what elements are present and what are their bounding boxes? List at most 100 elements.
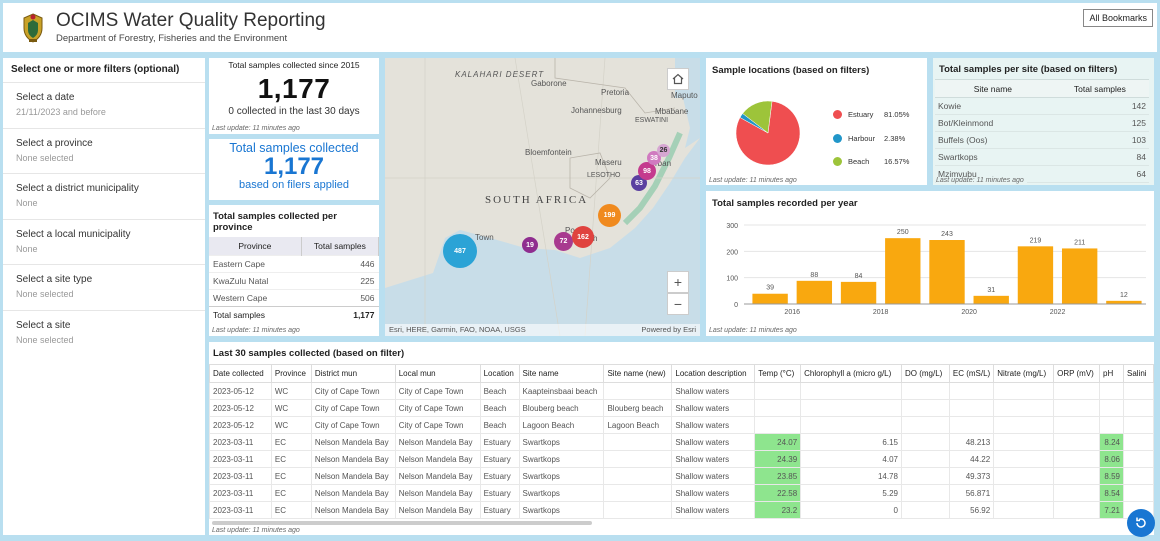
table-row[interactable]: 2023-05-12 WC City of Cape Town City of Cap… [209, 399, 1154, 417]
table-row[interactable]: 2023-03-11 EC Nelson Mandela Bay Nelson Man… [209, 450, 1154, 468]
bar-2021[interactable] [1017, 246, 1054, 304]
cell [1122, 484, 1154, 502]
table-row[interactable]: Swartkops 84 [935, 148, 1149, 166]
cell: WC [270, 382, 312, 400]
table-row[interactable]: 2023-03-11 EC Nelson Mandela Bay Nelson Man… [209, 501, 1154, 519]
bar-data-label: 219 [1030, 237, 1042, 244]
table-row[interactable]: 2023-03-11 EC Nelson Mandela Bay Nelson Man… [209, 433, 1154, 451]
filter-district-municipality[interactable]: Select a district municipality None [3, 173, 205, 219]
column-header[interactable]: Total samples [301, 237, 379, 255]
cell [900, 399, 950, 417]
filter-site-type[interactable]: Select a site type None selected [3, 264, 205, 310]
column-header[interactable]: Salini [1122, 364, 1154, 383]
all-bookmarks-button[interactable]: All Bookmarks [1083, 9, 1153, 27]
filter-label: Select a date [16, 92, 75, 103]
table-row[interactable]: 2023-05-12 WC City of Cape Town City of Cap… [209, 416, 1154, 434]
map-cluster[interactable]: 487 [443, 234, 477, 268]
column-header[interactable]: Chlorophyll a (micro g/L) [800, 364, 902, 383]
filters-title: Select one or more filters (optional) [11, 64, 180, 75]
legend-item-estuary[interactable]: Estuary 81.05% [833, 103, 909, 127]
table-row[interactable]: Eastern Cape 446 [209, 254, 379, 272]
bar-2018[interactable] [885, 238, 921, 304]
attribution-text[interactable]: Esri, HERE, Garmin, FAO, NOAA, USGS [389, 325, 526, 334]
table-row[interactable]: Bot/Kleinmond 125 [935, 114, 1149, 132]
cell: Nelson Mandela Bay [394, 484, 481, 502]
filter-value: None [16, 198, 38, 208]
table-row[interactable]: Kowie 142 [935, 97, 1149, 115]
table-row[interactable]: KwaZulu Natal 225 [209, 271, 379, 289]
cell: 22.58 [754, 484, 802, 502]
legend-item-beach[interactable]: Beach 16.57% [833, 150, 909, 174]
column-header[interactable]: EC (mS/L) [948, 364, 995, 383]
cell: 6.15 [800, 433, 902, 451]
map-cluster[interactable]: 98 [638, 162, 656, 180]
bar-2020[interactable] [973, 295, 1009, 304]
column-header[interactable]: Nitrate (mg/L) [993, 364, 1055, 383]
home-button[interactable] [667, 68, 689, 90]
cell [993, 501, 1055, 519]
filter-label: Select a province [16, 137, 93, 149]
table-row[interactable]: Buffels (Oos) 103 [935, 131, 1149, 149]
pie-chart[interactable] [733, 98, 803, 168]
map-cluster[interactable]: 19 [522, 237, 538, 253]
table-row[interactable]: 2023-03-11 EC Nelson Mandela Bay Nelson Man… [209, 467, 1154, 485]
cell: 8.06 [1099, 450, 1124, 468]
refresh-button[interactable] [1127, 509, 1155, 537]
table-row[interactable]: Western Cape 506 [209, 288, 379, 306]
bar-chart[interactable]: 0 100 200 300 39 88 84 250 243 31 219 211 12 2016 2018… [706, 215, 1154, 325]
cell: 2023-05-12 [209, 416, 272, 434]
filter-site[interactable]: Select a site None selected [3, 309, 205, 356]
powered-by-esri[interactable]: Powered by Esri [641, 325, 696, 334]
y-tick-label: 0 [734, 302, 738, 309]
filter-province[interactable]: Select a province None selected [3, 127, 205, 174]
map-cluster[interactable]: 162 [572, 226, 594, 248]
map-cluster[interactable]: 72 [554, 232, 573, 251]
cell: Nelson Mandela Bay [394, 450, 481, 468]
legend-item-harbour[interactable]: Harbour 2.38% [833, 127, 909, 151]
column-header[interactable]: pH [1099, 364, 1124, 383]
bar-2016[interactable] [796, 280, 833, 304]
cell: Estuary [479, 484, 520, 502]
column-header[interactable]: Province [270, 364, 312, 383]
column-header[interactable]: Province [209, 237, 302, 255]
x-tick-label: 2022 [1050, 309, 1066, 316]
column-header[interactable]: Location [479, 364, 520, 383]
filter-local-municipality[interactable]: Select a local municipality None [3, 218, 205, 265]
map-label: rban [655, 159, 672, 168]
bar-2015[interactable] [752, 293, 788, 304]
filter-date[interactable]: Select a date 21/11/2023 and before [3, 82, 205, 128]
legend-label: Beach [848, 157, 870, 167]
column-header[interactable]: Site name [935, 79, 1051, 98]
cell [1053, 399, 1101, 417]
column-header[interactable]: Location description [671, 364, 756, 383]
table-row[interactable]: 2023-05-12 WC City of Cape Town City of Cap… [209, 382, 1154, 400]
zoom-out-button[interactable]: − [667, 293, 689, 315]
map-cluster[interactable]: 26 [657, 144, 670, 157]
column-header[interactable]: Temp (°C) [754, 364, 802, 383]
column-header[interactable]: Date collected [209, 364, 272, 383]
cell: EC [270, 484, 312, 502]
column-header[interactable]: Site name [518, 364, 605, 383]
column-header[interactable]: Local mun [394, 364, 481, 383]
column-header[interactable]: DO (mg/L) [900, 364, 950, 383]
bar-2022[interactable] [1061, 248, 1098, 304]
cell: 4.07 [800, 450, 902, 468]
column-header[interactable]: District mun [310, 364, 396, 383]
bar-2017[interactable] [840, 281, 877, 304]
panel-title: Last 30 samples collected (based on filt… [213, 348, 405, 359]
zoom-in-button[interactable]: + [667, 271, 689, 293]
column-header[interactable]: Site name (new) [603, 364, 673, 383]
bar-data-label: 31 [987, 287, 995, 294]
bar-2019[interactable] [929, 240, 965, 304]
table-row[interactable]: 2023-03-11 EC Nelson Mandela Bay Nelson Man… [209, 484, 1154, 502]
site-table: Site name Total samples Kowie 142 Bot/Kle… [935, 79, 1149, 183]
x-tick-label: 2020 [961, 309, 977, 316]
bar-data-label: 243 [941, 231, 953, 238]
pie-slice-beach[interactable] [742, 100, 773, 134]
map-cluster[interactable]: 199 [598, 204, 621, 227]
horizontal-scrollbar[interactable] [212, 521, 592, 525]
bar-2023[interactable] [1106, 300, 1142, 304]
column-header[interactable]: Total samples [1050, 79, 1149, 98]
sample-map[interactable]: KALAHARI DESERT Gaborone Pretoria Maputo… [385, 58, 700, 336]
column-header[interactable]: ORP (mV) [1053, 364, 1101, 383]
